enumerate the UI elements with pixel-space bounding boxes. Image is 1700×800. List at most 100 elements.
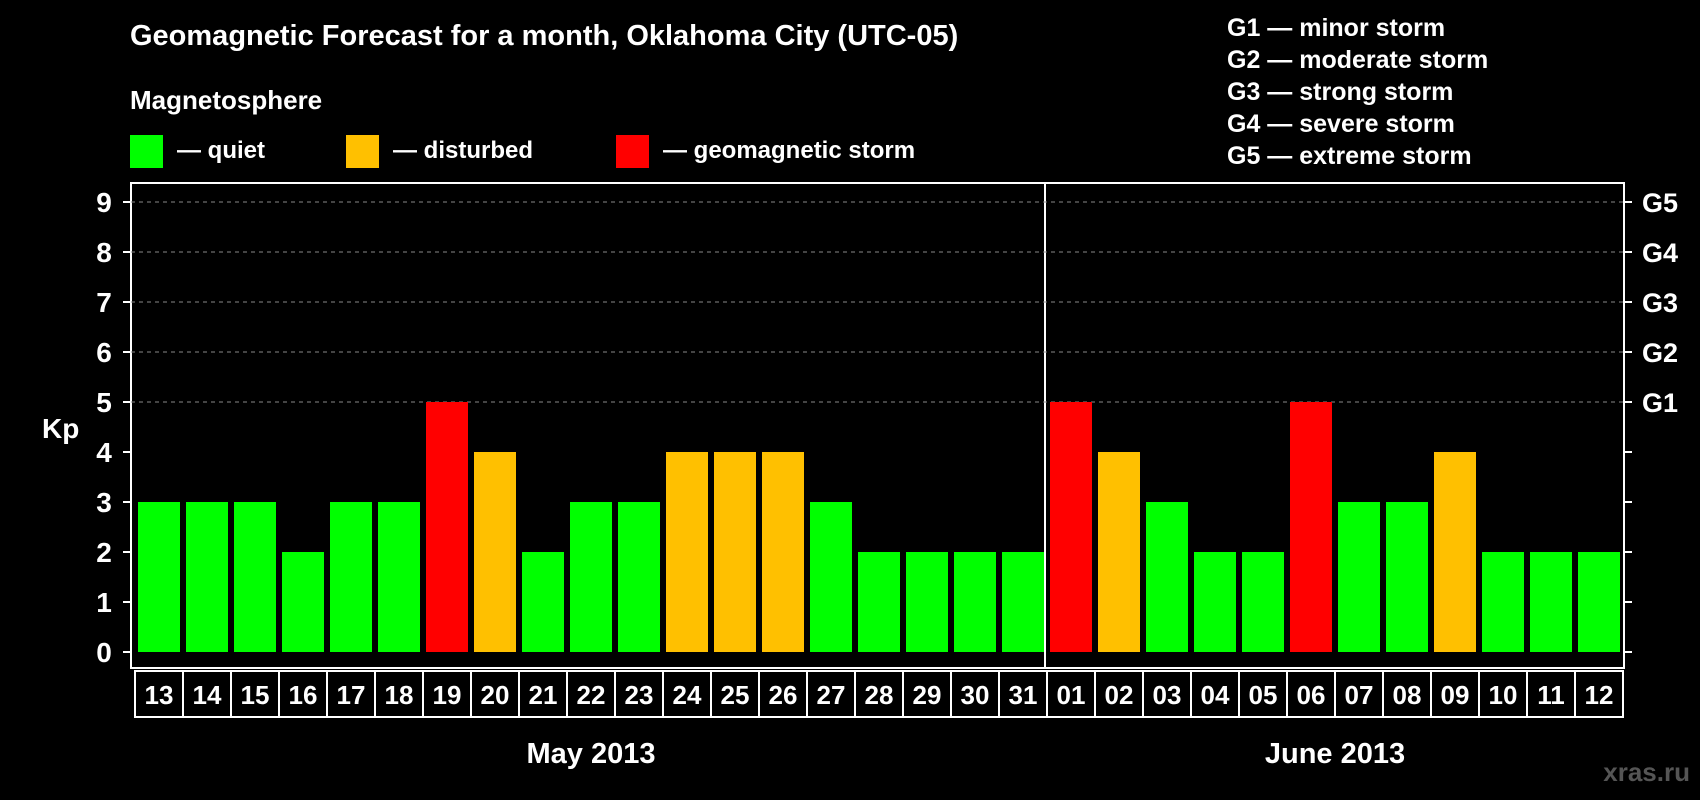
- g-axis-label: G1: [1642, 388, 1678, 418]
- kp-bar: [330, 502, 372, 652]
- y-tick-label: 0: [96, 637, 112, 668]
- date-label: 14: [193, 680, 222, 710]
- kp-bar: [666, 452, 708, 652]
- watermark: xras.ru: [1603, 757, 1690, 787]
- g2-legend-item: G2 — moderate storm: [1227, 46, 1489, 74]
- date-label: 22: [577, 680, 606, 710]
- kp-bar: [234, 502, 276, 652]
- date-label: 18: [385, 680, 414, 710]
- kp-bar: [1434, 452, 1476, 652]
- date-label: 01: [1057, 680, 1086, 710]
- y-tick-label: 9: [96, 187, 112, 218]
- kp-bar: [474, 452, 516, 652]
- legend-label-quiet: — quiet: [177, 137, 265, 164]
- legend-item-disturbed: — disturbed: [346, 134, 533, 168]
- date-label: 23: [625, 680, 654, 710]
- y-axis-label: Kp: [42, 413, 79, 444]
- g-axis-label: G3: [1642, 288, 1678, 318]
- kp-bar: [906, 552, 948, 652]
- month-label: May 2013: [527, 738, 656, 770]
- kp-bar: [1098, 452, 1140, 652]
- kp-bar: [378, 502, 420, 652]
- storm-swatch: [616, 134, 649, 168]
- y-tick-label: 1: [96, 587, 112, 618]
- date-label: 13: [145, 680, 174, 710]
- g-axis-label: G5: [1642, 188, 1678, 218]
- y-tick-label: 2: [96, 537, 112, 568]
- y-tick-label: 8: [96, 237, 112, 268]
- date-label: 16: [289, 680, 318, 710]
- y-tick-label: 3: [96, 487, 112, 518]
- legend-label-storm: — geomagnetic storm: [663, 137, 916, 164]
- date-label: 31: [1009, 680, 1038, 710]
- kp-bar: [954, 552, 996, 652]
- g4-legend-item: G4 — severe storm: [1227, 110, 1455, 138]
- disturbed-swatch: [346, 134, 379, 168]
- kp-bar: [1194, 552, 1236, 652]
- kp-bar: [570, 502, 612, 652]
- kp-bar: [858, 552, 900, 652]
- date-label: 02: [1105, 680, 1134, 710]
- kp-bar: [186, 502, 228, 652]
- legend-item-storm: — geomagnetic storm: [616, 134, 915, 168]
- quiet-swatch: [130, 134, 163, 168]
- date-label: 08: [1393, 680, 1422, 710]
- g3-legend-item: G3 — strong storm: [1227, 78, 1454, 106]
- g5-legend-item: G5 — extreme storm: [1227, 142, 1472, 170]
- kp-bar: [1578, 552, 1620, 652]
- date-label: 12: [1585, 680, 1614, 710]
- date-label: 03: [1153, 680, 1182, 710]
- g-axis-label: G2: [1642, 338, 1678, 368]
- date-label: 28: [865, 680, 894, 710]
- date-label: 30: [961, 680, 990, 710]
- kp-bar: [138, 502, 180, 652]
- date-label: 15: [241, 680, 270, 710]
- date-label: 11: [1537, 680, 1565, 710]
- g1-legend-item: G1 — minor storm: [1227, 14, 1446, 42]
- date-label: 21: [529, 680, 558, 710]
- legend-item-quiet: — quiet: [130, 134, 265, 168]
- g-axis-label: G4: [1642, 238, 1678, 268]
- month-label: June 2013: [1265, 738, 1405, 770]
- kp-bar: [1050, 402, 1092, 652]
- date-label: 24: [673, 680, 702, 710]
- kp-bar: [714, 452, 756, 652]
- date-label: 07: [1345, 680, 1374, 710]
- kp-bar: [1242, 552, 1284, 652]
- plot-frame: [130, 182, 1625, 669]
- kp-bar: [1290, 402, 1332, 652]
- y-tick-label: 4: [96, 437, 112, 468]
- date-label: 17: [337, 680, 366, 710]
- kp-bar: [282, 552, 324, 652]
- y-tick-label: 6: [96, 337, 112, 368]
- date-label: 19: [433, 680, 462, 710]
- y-tick-label: 7: [96, 287, 112, 318]
- kp-bar: [1530, 552, 1572, 652]
- date-label: 09: [1441, 680, 1470, 710]
- y-tick-label: 5: [96, 387, 112, 418]
- kp-bar: [1482, 552, 1524, 652]
- date-label: 20: [481, 680, 510, 710]
- kp-bar: [1146, 502, 1188, 652]
- chart-title: Geomagnetic Forecast for a month, Oklaho…: [130, 20, 959, 52]
- date-label: 06: [1297, 680, 1326, 710]
- date-label: 25: [721, 680, 750, 710]
- kp-bar: [1338, 502, 1380, 652]
- date-label: 10: [1489, 680, 1518, 710]
- date-label: 29: [913, 680, 942, 710]
- date-label: 27: [817, 680, 846, 710]
- kp-bar: [762, 452, 804, 652]
- date-label: 04: [1201, 680, 1230, 710]
- date-label: 05: [1249, 680, 1278, 710]
- g-scale-legend: G1 — minor storm G2 — moderate storm G3 …: [1227, 12, 1488, 172]
- date-label: 26: [769, 680, 798, 710]
- date-box-frame: [134, 670, 1624, 718]
- legend-label-disturbed: — disturbed: [393, 137, 534, 164]
- kp-bar: [810, 502, 852, 652]
- legend-heading: Magnetosphere: [130, 85, 323, 115]
- kp-bar: [426, 402, 468, 652]
- kp-bar: [1386, 502, 1428, 652]
- kp-bar: [522, 552, 564, 652]
- kp-bar: [1002, 552, 1044, 652]
